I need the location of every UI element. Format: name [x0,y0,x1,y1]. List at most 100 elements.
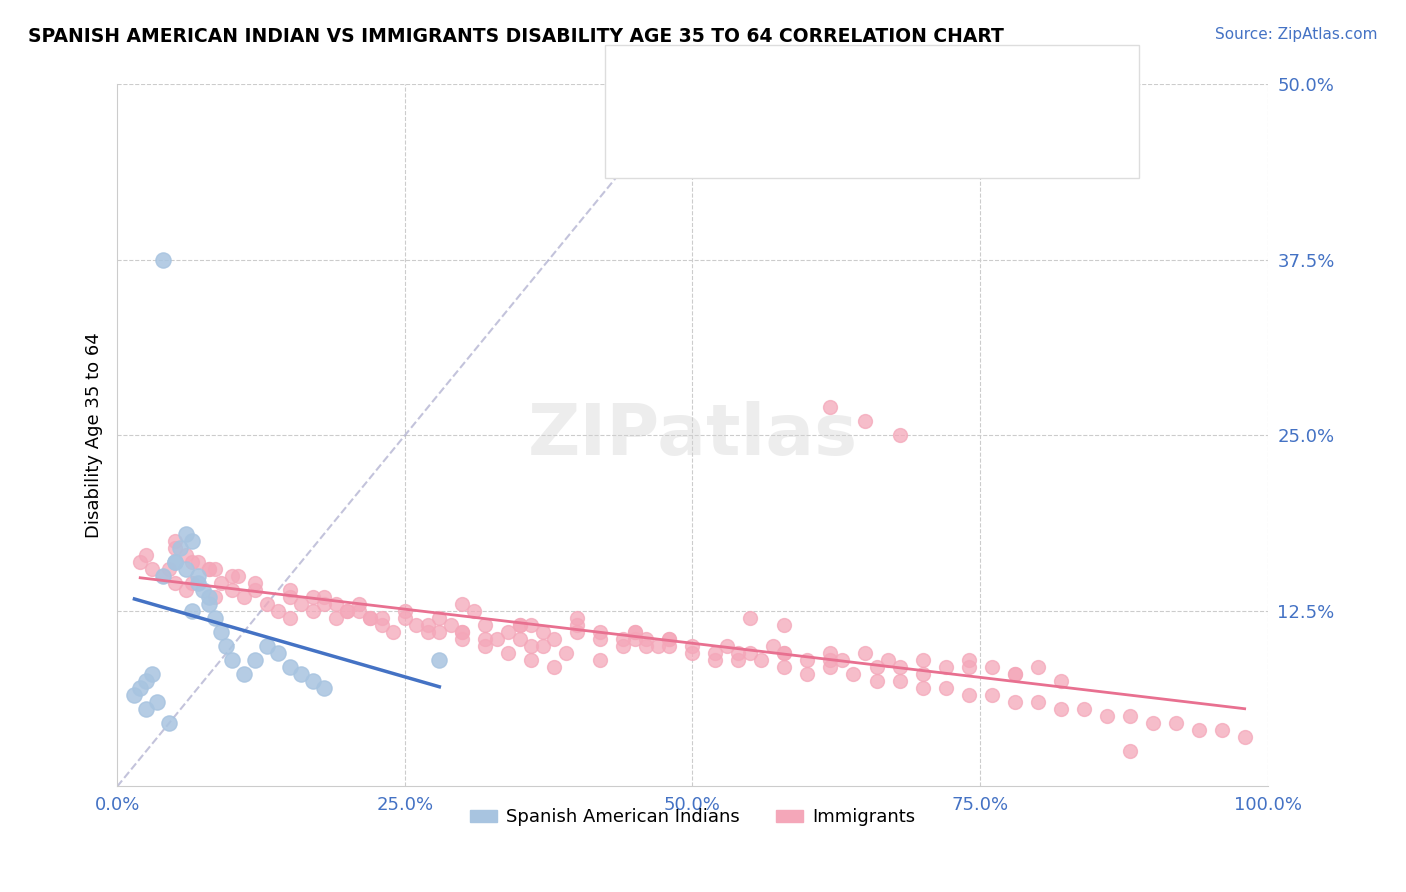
Point [831,653,853,667]
Point [163,541,186,555]
Text: SPANISH AMERICAN INDIAN VS IMMIGRANTS DISABILITY AGE 35 TO 64 CORRELATION CHART: SPANISH AMERICAN INDIAN VS IMMIGRANTS DI… [28,27,1004,45]
Point [382,625,405,640]
Point [204,611,226,625]
Point [727,646,749,660]
Point [498,625,520,640]
Point [658,632,681,646]
Point [865,674,887,689]
Point [980,660,1002,674]
Point [820,653,842,667]
Point [509,632,531,646]
Point [980,688,1002,702]
Point [1211,723,1233,738]
Point [359,611,381,625]
Point [624,632,647,646]
Point [336,604,359,618]
Point [427,625,450,640]
Point [314,597,336,611]
Point [1049,674,1071,689]
Point [1004,695,1026,709]
Point [290,597,312,611]
Point [589,632,612,646]
Point [704,646,727,660]
Point [221,569,243,583]
Point [440,618,463,632]
Point [716,639,738,653]
Point [245,653,267,667]
Point [1049,702,1071,716]
Y-axis label: Disability Age 35 to 64: Disability Age 35 to 64 [86,333,103,539]
Point [135,702,157,716]
Point [209,625,232,640]
Point [889,660,911,674]
Point [152,569,174,583]
Point [612,632,634,646]
Point [325,597,347,611]
Point [336,604,359,618]
Point [209,575,232,590]
Point [773,646,796,660]
Point [624,625,647,640]
Point [853,646,876,660]
Point [174,548,197,562]
Point [301,604,323,618]
Point [314,590,336,604]
Point [704,653,727,667]
Point [451,625,474,640]
Point [474,632,496,646]
Point [146,695,169,709]
Point [1004,667,1026,681]
Point [427,611,450,625]
Point [934,681,956,696]
Point [498,646,520,660]
Point [589,625,612,640]
Point [567,618,589,632]
Point [509,618,531,632]
Text: R =  -0.347    N= 149: R = -0.347 N= 149 [710,116,904,134]
Point [347,597,370,611]
Point [347,604,370,618]
Point [1188,723,1211,738]
Point [636,632,658,646]
Point [325,611,347,625]
Point [1026,660,1049,674]
Point [135,674,157,689]
Point [181,555,204,569]
Point [163,533,186,548]
Point [215,639,238,653]
Text: Source: ZipAtlas.com: Source: ZipAtlas.com [1215,27,1378,42]
Point [1095,709,1118,723]
Point [889,428,911,442]
Point [301,674,323,689]
Point [198,562,221,576]
Point [221,582,243,597]
Point [520,618,543,632]
Point [124,688,146,702]
Point [226,569,249,583]
Point [1142,716,1164,731]
Point [163,555,186,569]
Point [957,660,980,674]
Point [1026,695,1049,709]
Point [394,604,416,618]
Point [174,526,197,541]
Point [141,667,163,681]
Point [762,639,785,653]
Point [509,618,531,632]
Point [278,611,301,625]
Point [1073,702,1095,716]
Point [820,660,842,674]
Point [658,639,681,653]
Point [181,533,204,548]
Point [267,646,290,660]
Point [820,646,842,660]
Point [314,681,336,696]
Point [157,562,180,576]
Point [1004,667,1026,681]
Point [554,646,576,660]
Point [169,541,191,555]
Point [485,632,508,646]
Point [187,575,209,590]
Point [198,562,221,576]
Point [658,632,681,646]
